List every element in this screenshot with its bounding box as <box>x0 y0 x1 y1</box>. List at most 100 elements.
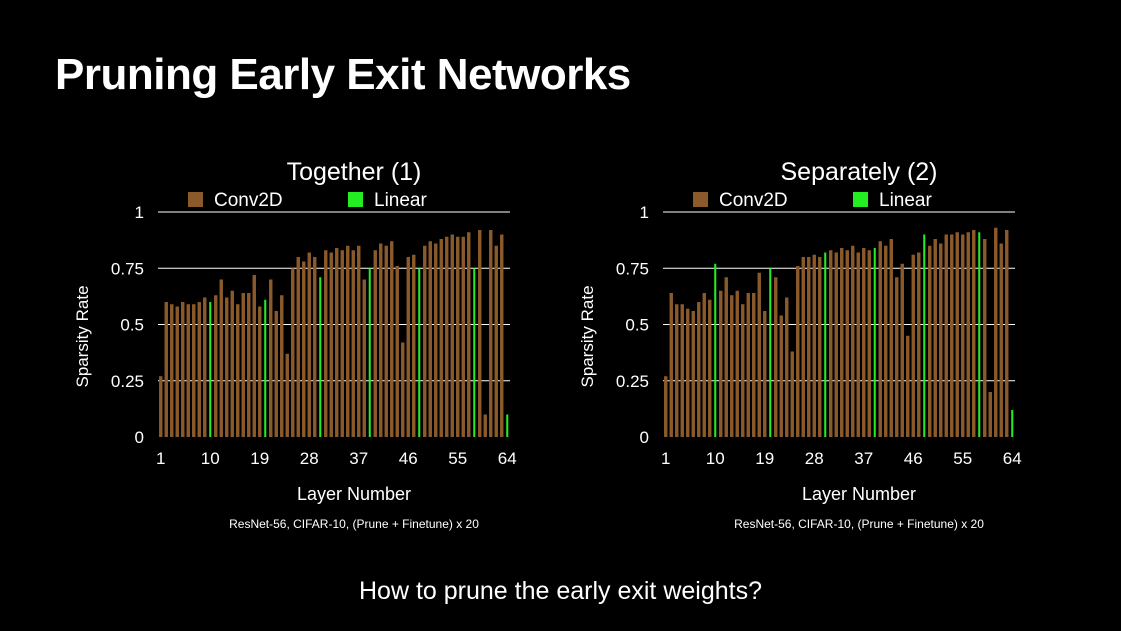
bar-conv2d-layer-24 <box>285 353 289 437</box>
x-tick-label: 19 <box>250 449 269 468</box>
chart-separately: Separately (2) Conv2D Linear 0 0.25 0.5 0.75 1 1… <box>545 150 1065 540</box>
x-tick-label: 28 <box>300 449 319 468</box>
x-tick-label: 28 <box>805 449 824 468</box>
bar-conv2d-layer-43 <box>895 277 899 437</box>
legend-swatch-conv2d <box>188 192 203 207</box>
bar-conv2d-layer-28 <box>812 254 816 437</box>
bar-conv2d-layer-16 <box>746 293 750 437</box>
y-tick-label: 1 <box>135 203 144 222</box>
x-tick-label: 1 <box>661 449 670 468</box>
x-tick-label: 1 <box>156 449 165 468</box>
bar-conv2d-layer-42 <box>384 245 388 437</box>
bar-conv2d-layer-42 <box>889 239 893 437</box>
bar-linear-layer-10 <box>209 302 212 437</box>
bar-conv2d-layer-60 <box>483 414 487 437</box>
slide-title: Pruning Early Exit Networks <box>55 50 631 99</box>
bar-conv2d-layer-18 <box>252 275 256 437</box>
bar-conv2d-layer-4 <box>175 306 179 437</box>
bar-conv2d-layer-1 <box>664 376 668 437</box>
y-tick-label: 0.25 <box>616 372 649 391</box>
x-tick-label: 37 <box>854 449 873 468</box>
bar-conv2d-layer-57 <box>972 230 976 437</box>
bar-conv2d-layer-16 <box>241 293 245 437</box>
bar-conv2d-layer-28 <box>307 252 311 437</box>
legend-label-conv2d: Conv2D <box>214 190 283 211</box>
y-tick-label: 0.25 <box>111 372 144 391</box>
bar-conv2d-layer-51 <box>434 243 438 437</box>
x-tick-label: 64 <box>1003 449 1022 468</box>
legend-swatch-linear <box>348 192 363 207</box>
bar-conv2d-layer-15 <box>236 304 240 437</box>
bar-conv2d-layer-36 <box>351 250 355 437</box>
y-axis-label: Sparsity Rate <box>73 285 92 387</box>
x-tick-label: 55 <box>953 449 972 468</box>
bar-conv2d-layer-3 <box>170 304 174 437</box>
bar-conv2d-layer-57 <box>467 232 471 437</box>
bar-conv2d-layer-11 <box>214 295 218 437</box>
bar-conv2d-layer-27 <box>302 261 306 437</box>
y-tick-label: 0 <box>640 428 649 447</box>
bar-conv2d-layer-54 <box>450 234 454 437</box>
bar-conv2d-layer-38 <box>867 250 871 437</box>
bar-linear-layer-39 <box>368 268 371 437</box>
bar-conv2d-layer-53 <box>445 236 449 437</box>
bar-conv2d-layer-50 <box>933 239 937 437</box>
bar-linear-layer-58 <box>473 268 476 437</box>
chart-svg-separately: Separately (2) Conv2D Linear 0 0.25 0.5 0.75 1 1… <box>578 158 1022 531</box>
bar-linear-layer-10 <box>714 263 717 437</box>
bar-conv2d-layer-61 <box>994 227 998 437</box>
bar-conv2d-layer-23 <box>280 295 284 437</box>
bar-conv2d-layer-27 <box>807 257 811 437</box>
slide-question: How to prune the early exit weights? <box>359 577 762 605</box>
bar-conv2d-layer-37 <box>862 248 866 437</box>
bar-conv2d-layer-12 <box>219 279 223 437</box>
bar-conv2d-layer-2 <box>164 302 168 437</box>
bar-conv2d-layer-43 <box>390 241 394 437</box>
bar-conv2d-layer-41 <box>379 243 383 437</box>
bar-linear-layer-64 <box>1011 410 1014 437</box>
bar-linear-layer-58 <box>978 232 981 437</box>
bar-linear-layer-39 <box>873 248 876 437</box>
bar-linear-layer-30 <box>824 252 827 437</box>
bar-conv2d-layer-52 <box>944 234 948 437</box>
bar-conv2d-layer-26 <box>296 257 300 437</box>
bar-linear-layer-64 <box>506 414 509 437</box>
bar-conv2d-layer-47 <box>412 254 416 437</box>
bar-conv2d-layer-34 <box>845 250 849 437</box>
bar-conv2d-layer-41 <box>884 245 888 437</box>
bar-conv2d-layer-47 <box>917 252 921 437</box>
y-tick-label: 0.5 <box>625 316 649 335</box>
bar-conv2d-layer-8 <box>702 293 706 437</box>
bar-linear-layer-48 <box>923 234 926 437</box>
bar-linear-layer-20 <box>769 268 772 437</box>
bar-conv2d-layer-50 <box>428 241 432 437</box>
bar-conv2d-layer-6 <box>691 311 695 437</box>
bar-conv2d-layer-15 <box>741 304 745 437</box>
bar-conv2d-layer-8 <box>197 302 201 437</box>
bar-conv2d-layer-38 <box>362 279 366 437</box>
bar-conv2d-layer-24 <box>790 351 794 437</box>
x-tick-label: 10 <box>706 449 725 468</box>
bar-conv2d-layer-49 <box>423 245 427 437</box>
bar-linear-layer-48 <box>418 268 421 437</box>
bar-conv2d-layer-32 <box>834 252 838 437</box>
bar-conv2d-layer-12 <box>724 277 728 437</box>
x-tick-label: 64 <box>498 449 517 468</box>
bar-conv2d-layer-18 <box>757 272 761 437</box>
legend-label-linear: Linear <box>879 190 932 211</box>
bar-conv2d-layer-33 <box>840 248 844 437</box>
bar-conv2d-layer-53 <box>950 234 954 437</box>
bar-conv2d-layer-59 <box>478 230 482 437</box>
y-tick-label: 1 <box>640 203 649 222</box>
bar-conv2d-layer-21 <box>774 277 778 437</box>
bar-conv2d-layer-22 <box>779 315 783 437</box>
x-tick-label: 55 <box>448 449 467 468</box>
chart-caption: ResNet-56, CIFAR-10, (Prune + Finetune) … <box>734 517 984 531</box>
bar-conv2d-layer-9 <box>708 299 712 437</box>
bar-conv2d-layer-26 <box>801 257 805 437</box>
y-tick-label: 0 <box>135 428 144 447</box>
bar-conv2d-layer-14 <box>735 290 739 437</box>
chart-caption: ResNet-56, CIFAR-10, (Prune + Finetune) … <box>229 517 479 531</box>
bar-conv2d-layer-5 <box>686 308 690 437</box>
bar-conv2d-layer-55 <box>961 234 965 437</box>
